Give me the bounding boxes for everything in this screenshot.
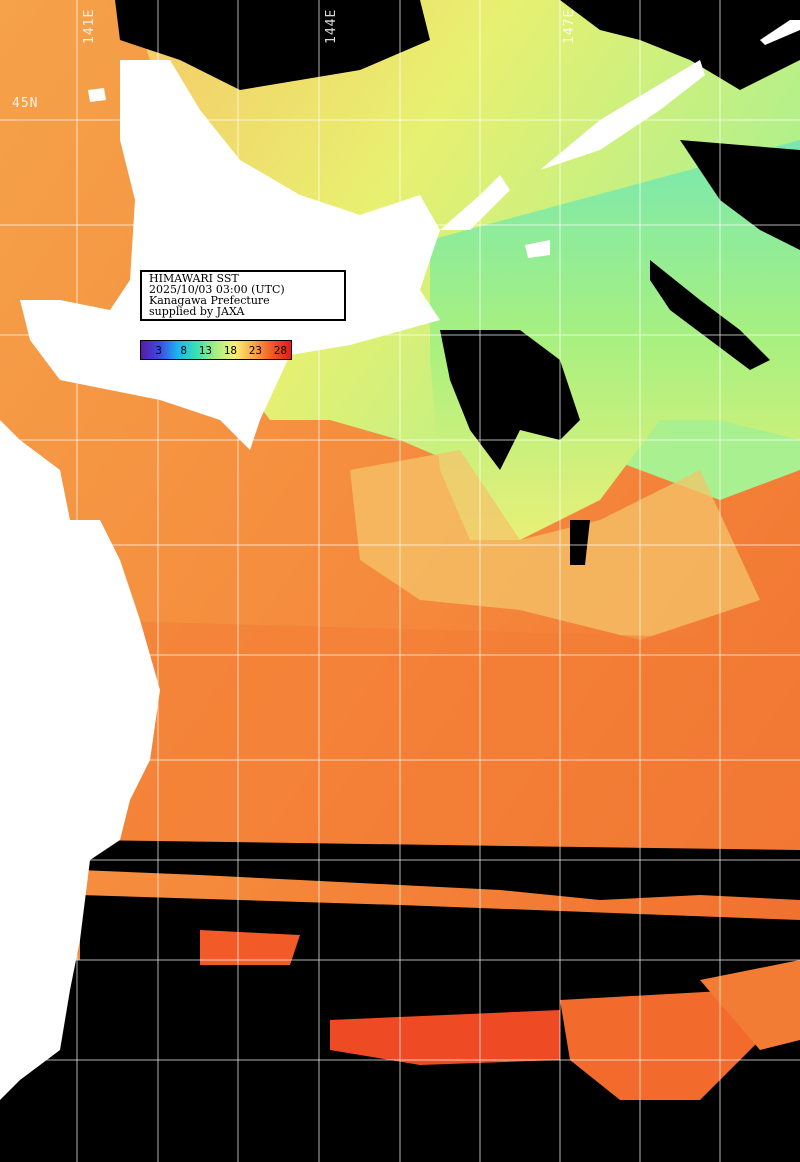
colorbar-tick: 18	[223, 343, 237, 357]
shimokita-land	[0, 500, 40, 580]
urup-island	[760, 20, 800, 45]
map-info-box: HIMAWARI SST 2025/10/03 03:00 (UTC) Kana…	[140, 270, 346, 321]
cloud-center	[440, 330, 580, 470]
info-supplier: supplied by JAXA	[149, 305, 245, 318]
lon-label-144e: 144E	[324, 8, 339, 44]
rishiri-island	[88, 88, 106, 102]
warm-patch-2	[330, 1010, 560, 1065]
cloud-north	[115, 0, 430, 90]
cloud-streak	[650, 260, 770, 370]
colorbar-tick: 3	[155, 343, 162, 357]
warm-patch-3	[560, 990, 760, 1100]
colorbar-tick: 8	[180, 343, 187, 357]
colorbar-tick: 13	[198, 343, 212, 357]
kunashiri-island	[440, 175, 510, 230]
etorofu-island	[540, 60, 705, 170]
warm-band	[80, 620, 800, 860]
cloud-band-1	[80, 840, 800, 900]
cloud-northeast	[560, 0, 800, 90]
cloud-small	[570, 520, 590, 565]
info-prefecture: Kanagawa Prefecture	[149, 294, 270, 307]
colorbar-tick: 28	[273, 343, 287, 357]
warm-patch-4	[700, 960, 800, 1050]
lat-label-45n: 45N	[12, 96, 39, 111]
colorbar-tick: 23	[248, 343, 262, 357]
info-title: HIMAWARI SST	[149, 272, 239, 285]
info-datetime: 2025/10/03 03:00 (UTC)	[149, 283, 285, 296]
cloud-mid-east	[680, 140, 800, 250]
colorbar-gradient	[141, 341, 291, 359]
lon-label-141e: 141E	[82, 8, 97, 44]
lon-label-147e: 147E	[562, 8, 577, 44]
hokkaido-land	[20, 60, 440, 450]
sst-colorbar: 3 8 13 18 23 28	[140, 340, 292, 360]
shikotan-island	[525, 240, 550, 258]
warm-patch-1	[200, 930, 300, 965]
